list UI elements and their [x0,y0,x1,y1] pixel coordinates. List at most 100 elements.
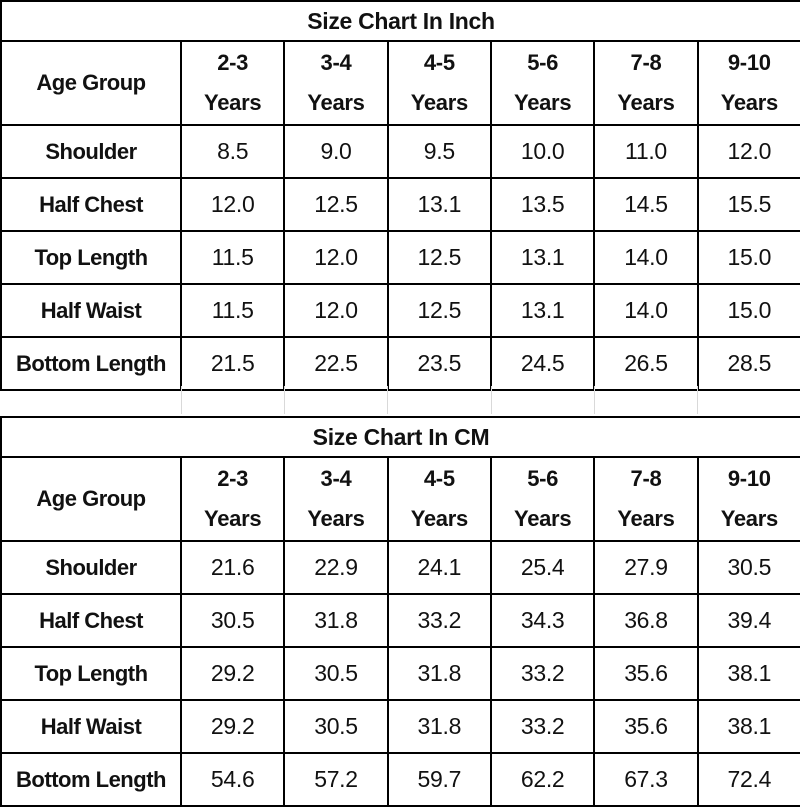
age-range: 3-4 [320,466,352,491]
age-column-header: 2-3 Years [182,458,286,540]
table-row: Top Length 29.2 30.5 31.8 33.2 35.6 38.1 [2,648,800,701]
table-cell: 67.3 [595,754,699,805]
table-cell: 30.5 [285,701,389,752]
age-unit: Years [617,506,675,531]
table-cell: 12.5 [389,285,492,336]
spacer-cell [388,386,492,414]
table-cell: 35.6 [595,701,699,752]
table-cell: 38.1 [727,713,772,739]
size-chart-cm-table: Size Chart In CM Age Group 2-3 Years 3-4 Y… [0,416,800,807]
table-cell: 13.1 [389,179,492,230]
table-cell: 9.5 [389,126,492,177]
spacer-band [0,386,800,414]
spacer-cell [698,386,800,414]
table-cell: 33.2 [492,648,596,699]
table-cell: 35.6 [595,648,699,699]
age-range: 2-3 [217,466,249,491]
row-label: Bottom Length [2,754,182,805]
age-range: 9-10 [727,466,771,491]
table-cell: 59.7 [389,754,492,805]
table-cell: 12.0 [285,285,389,336]
age-group-header: Age Group [2,458,182,540]
age-range: 5-6 [527,50,559,75]
table-cell: 12.5 [285,179,389,230]
age-column-header: 4-5 Years [389,458,492,540]
table-cell: 11.0 [595,126,699,177]
table-cell: 30.5 [727,554,772,580]
table-cell: 10.0 [492,126,596,177]
table-title: Size Chart In Inch [2,2,800,42]
age-unit: Years [720,90,779,115]
table-cell: 31.8 [285,595,389,646]
table-cell: 30.5 [182,595,286,646]
age-column-header: 7-8 Years [595,42,699,124]
table-cell: 14.5 [595,179,699,230]
table-row: Bottom Length 21.5 22.5 23.5 24.5 26.5 2… [2,338,800,389]
age-unit: Years [204,90,262,115]
table-cell: 54.6 [182,754,286,805]
age-group-header: Age Group [2,42,182,124]
table-cell: 39.4 [727,607,772,633]
row-label: Top Length [2,648,182,699]
table-cell: 28.5 [727,350,772,376]
table-cell: 29.2 [182,648,286,699]
table-cell: 21.6 [182,542,286,593]
row-label: Half Chest [2,179,182,230]
age-unit: Years [410,506,469,531]
table-cell: 23.5 [389,338,492,389]
age-range: 2-3 [217,50,249,75]
age-range: 9-10 [727,50,771,75]
age-unit: Years [514,90,572,115]
table-row: Top Length 11.5 12.0 12.5 13.1 14.0 15.0 [2,232,800,285]
table-cell: 15.0 [727,244,772,270]
age-unit: Years [514,506,572,531]
row-label: Half Waist [2,285,182,336]
age-unit: Years [307,90,365,115]
table-cell: 12.0 [727,138,772,164]
table-cell: 33.2 [492,701,596,752]
table-row: Bottom Length 54.6 57.2 59.7 62.2 67.3 7… [2,754,800,805]
age-column-header: 3-4 Years [285,458,389,540]
table-cell: 21.5 [182,338,286,389]
table-cell: 22.9 [285,542,389,593]
table-cell: 13.1 [492,285,596,336]
table-cell: 12.0 [182,179,286,230]
age-range: 7-8 [630,50,662,75]
spacer-cell [182,386,286,414]
table-cell: 14.0 [595,285,699,336]
table-cell: 11.5 [182,285,286,336]
table-cell: 38.1 [727,660,772,686]
table-row: Half Chest 12.0 12.5 13.1 13.5 14.5 15.5 [2,179,800,232]
table-cell: 29.2 [182,701,286,752]
spacer-cell [492,386,595,414]
age-column-header: 9-10 Years [699,458,800,540]
age-range: 5-6 [527,466,559,491]
table-title: Size Chart In CM [2,418,800,458]
header-row: Age Group 2-3 Years 3-4 Years 4-5 Years 5-6… [2,42,800,126]
spacer-cell [285,386,389,414]
table-row: Half Chest 30.5 31.8 33.2 34.3 36.8 39.4 [2,595,800,648]
table-cell: 62.2 [492,754,596,805]
table-cell: 31.8 [389,701,492,752]
table-cell: 30.5 [285,648,389,699]
table-row: Shoulder 8.5 9.0 9.5 10.0 11.0 12.0 [2,126,800,179]
table-cell: 33.2 [389,595,492,646]
table-cell: 13.5 [492,179,596,230]
table-cell: 13.1 [492,232,596,283]
table-row: Half Waist 29.2 30.5 31.8 33.2 35.6 38.1 [2,701,800,754]
table-cell: 22.5 [285,338,389,389]
table-cell: 31.8 [389,648,492,699]
age-unit: Years [307,506,365,531]
table-cell: 72.4 [727,766,772,792]
age-unit: Years [720,506,779,531]
table-cell: 24.1 [389,542,492,593]
table-cell: 8.5 [182,126,286,177]
age-range: 7-8 [630,466,662,491]
age-range: 4-5 [423,466,455,491]
header-row: Age Group 2-3 Years 3-4 Years 4-5 Years 5-6… [2,458,800,542]
table-cell: 12.5 [389,232,492,283]
row-label: Shoulder [2,542,182,593]
table-cell: 27.9 [595,542,699,593]
table-cell: 12.0 [285,232,389,283]
table-cell: 36.8 [595,595,699,646]
